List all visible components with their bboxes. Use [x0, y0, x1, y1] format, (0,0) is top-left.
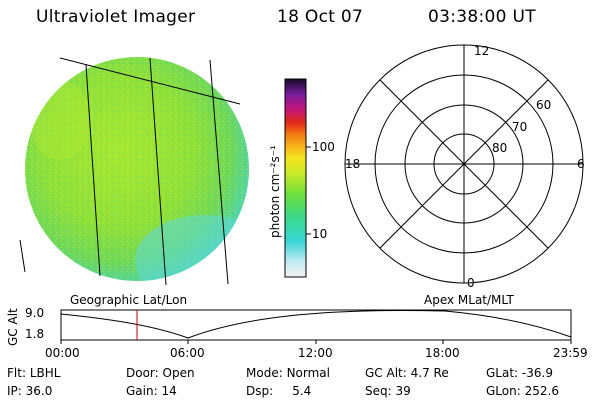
colorbar-tick-100: 100: [312, 140, 335, 154]
altitude-ytick-low: 1.8: [25, 327, 45, 341]
observation-time: 03:38:00 UT: [428, 7, 536, 27]
altitude-ytick-high: 9.0: [25, 306, 45, 320]
mlt-label-18: 18: [345, 157, 361, 171]
status-dsp: Dsp: 5.4: [246, 384, 312, 398]
colorbar-tick-10: 10: [312, 227, 328, 241]
status-mode: Mode: Normal: [246, 366, 330, 380]
time-tick-2359: 23:59: [553, 346, 588, 360]
status-door: Door: Open: [126, 366, 195, 380]
colorbar-ticks: [306, 146, 311, 235]
mlt-label-6: 6: [577, 157, 585, 171]
time-tick-0000: 00:00: [45, 346, 80, 360]
status-ip: IP: 36.0: [7, 384, 53, 398]
mlat-label-70: 70: [512, 120, 528, 134]
instrument-title: Ultraviolet Imager: [36, 7, 196, 27]
geographic-grid: [19, 57, 241, 286]
status-glon: GLon: 252.6: [486, 384, 559, 398]
status-glat: GLat: -36.9: [486, 366, 553, 380]
time-tick-1200: 12:00: [298, 346, 333, 360]
observation-date: 18 Oct 07: [277, 7, 364, 27]
polar-caption: Apex MLat/MLT: [424, 293, 514, 307]
polar-plot: [344, 44, 584, 284]
time-tick-0600: 06:00: [170, 346, 205, 360]
image-caption: Geographic Lat/Lon: [70, 293, 188, 307]
status-filter: Flt: LBHL: [7, 366, 61, 380]
mlat-label-80: 80: [492, 141, 508, 155]
colorbar-unit-label: photon cm⁻²s⁻¹: [268, 145, 282, 238]
mlat-label-60: 60: [536, 98, 552, 112]
altitude-strip: [60, 309, 572, 344]
colorbar: [284, 78, 307, 278]
status-seq: Seq: 39: [365, 384, 411, 398]
status-gc-alt: GC Alt: 4.7 Re: [365, 366, 449, 380]
status-gain: Gain: 14: [126, 384, 177, 398]
mlt-label-0: 0: [467, 276, 475, 290]
uv-image-disk: [25, 57, 249, 281]
altitude-ylabel: GC Alt: [6, 308, 20, 346]
time-tick-1800: 18:00: [425, 346, 460, 360]
mlt-label-12: 12: [474, 44, 490, 58]
